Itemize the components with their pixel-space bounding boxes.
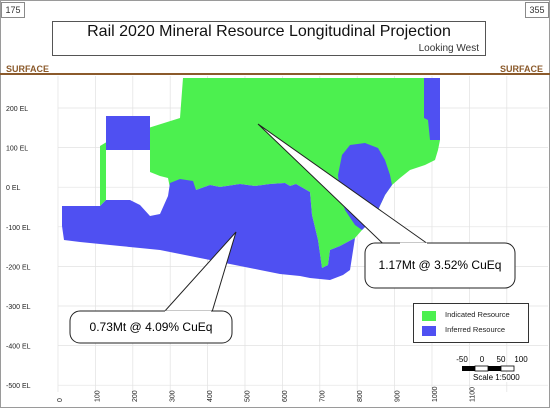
x-axis-label: 400	[207, 390, 214, 402]
y-axis-label: -200 EL	[6, 264, 31, 271]
y-axis-label: -300 EL	[6, 304, 31, 311]
inferred-callout-box	[69, 310, 233, 344]
x-axis-label: 300	[170, 390, 177, 402]
x-axis-label: 900	[395, 390, 402, 402]
y-axis-label: 100 EL	[6, 146, 28, 153]
x-axis-label: 500	[245, 390, 252, 402]
view-direction: Looking West	[418, 43, 479, 54]
corner-label-right: 355	[525, 2, 549, 18]
inferred-resource-main	[62, 179, 355, 280]
indicated-callout-box	[364, 242, 516, 289]
scale-tick-label: -50	[456, 355, 468, 364]
page-title: Rail 2020 Mineral Resource Longitudinal …	[87, 23, 451, 40]
legend-swatch-inferred	[422, 326, 436, 336]
indicated-callout-text: 1.17Mt @ 3.52% CuEq	[378, 258, 502, 272]
legend-label-inferred: Inferred Resource	[445, 325, 506, 334]
x-axis-label: 200	[132, 390, 139, 402]
x-axis-label: 700	[320, 390, 327, 402]
x-axis-label: 1000	[432, 386, 439, 402]
y-axis-labels: 200 EL 100 EL 0 EL -100 EL -200 EL -300 EL -40…	[6, 106, 31, 390]
x-axis-label: 800	[357, 390, 364, 402]
y-axis-label: -400 EL	[6, 344, 31, 351]
surface-label-left: SURFACE	[6, 64, 50, 74]
title-box: Rail 2020 Mineral Resource Longitudinal …	[52, 21, 486, 56]
scale-bar: -50 0 50 100	[456, 355, 528, 372]
scale-tick-label: 0	[480, 355, 485, 364]
scale-tick-label: 50	[497, 355, 506, 364]
x-axis-label: 600	[282, 390, 289, 402]
y-axis-label: -500 EL	[6, 383, 31, 390]
inferred-resource-upper-left	[106, 116, 150, 150]
x-axis-label: 100	[95, 390, 102, 402]
inferred-callout-text: 0.73Mt @ 4.09% CuEq	[89, 320, 213, 334]
y-axis-label: 0 EL	[6, 185, 21, 192]
corner-label-left: 175	[1, 2, 25, 18]
x-axis-label: 0	[57, 398, 64, 402]
legend-label-indicated: Indicated Resource	[445, 310, 510, 319]
inferred-resource-east-strip	[424, 78, 440, 140]
legend: Indicated Resource Inferred Resource	[413, 303, 529, 343]
y-axis-label: 200 EL	[6, 106, 28, 113]
scale-tick-label: 100	[514, 355, 528, 364]
legend-swatch-indicated	[422, 311, 436, 321]
y-axis-label: -100 EL	[6, 225, 31, 232]
x-axis-label: 1100	[470, 387, 477, 402]
x-axis-labels: 0 100 200 300 400 500 600 700 800 900 1000 1100	[57, 386, 477, 402]
scale-caption: Scale 1:5000	[471, 373, 522, 382]
surface-label-right: SURFACE	[499, 64, 543, 74]
